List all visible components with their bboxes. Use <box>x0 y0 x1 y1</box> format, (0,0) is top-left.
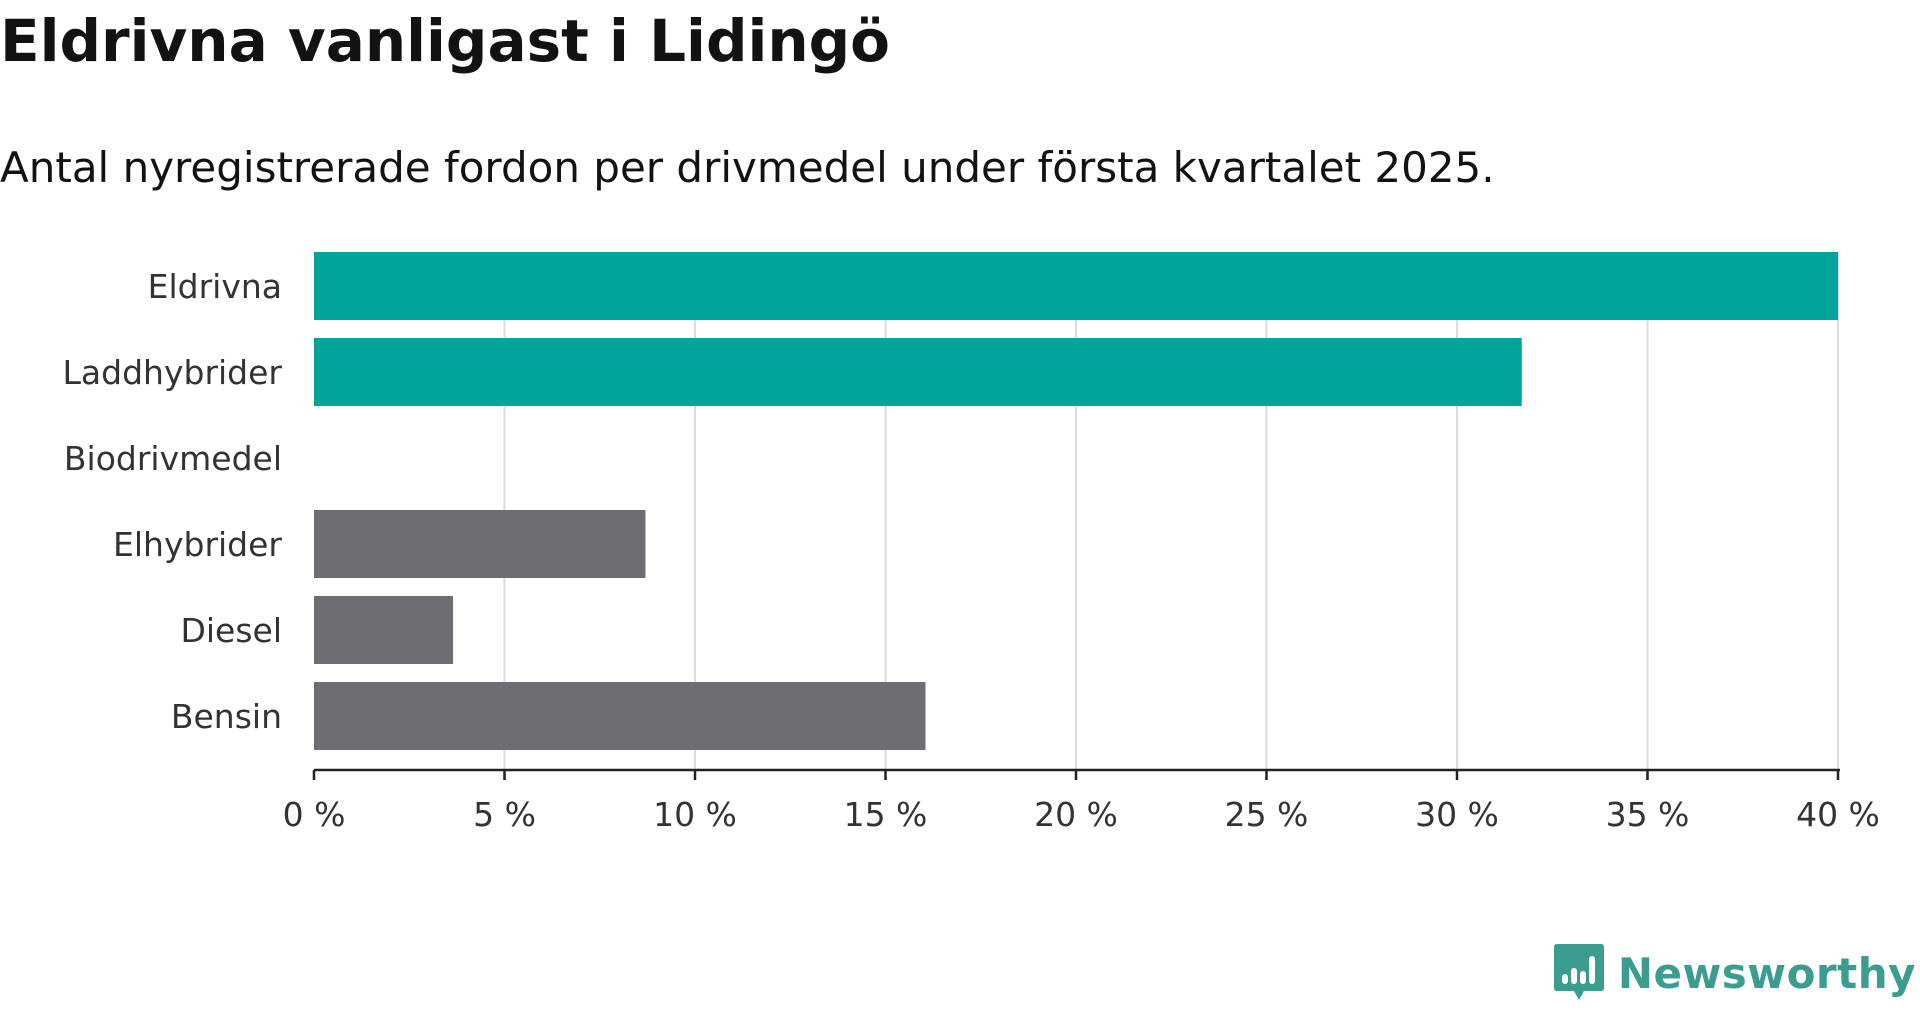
category-label: Laddhybrider <box>63 353 283 392</box>
brand-name: Newsworthy <box>1617 949 1916 998</box>
category-label: Bensin <box>171 697 282 736</box>
category-label: Elhybrider <box>113 525 282 564</box>
x-tick-label: 15 % <box>844 795 928 834</box>
chart-title: Eldrivna vanligast i Lidingö <box>0 7 890 75</box>
category-labels: Eldrivna Laddhybrider Biodrivmedel Elhybrid… <box>63 267 283 736</box>
newsworthy-logo-icon <box>1553 944 1604 1000</box>
brand: Newsworthy <box>1553 944 1916 1004</box>
x-tick-label: 10 % <box>653 795 737 834</box>
category-label: Biodrivmedel <box>64 439 282 478</box>
chart-subtitle: Antal nyregistrerade fordon per drivmede… <box>0 143 1495 192</box>
category-label: Eldrivna <box>148 267 282 306</box>
x-tick-label: 5 % <box>473 795 536 834</box>
x-tick-label: 20 % <box>1034 795 1118 834</box>
bar-laddhybrider <box>314 338 1522 406</box>
bar-elhybrider <box>314 510 646 578</box>
x-axis: 0 % 5 % 10 % 15 % 20 % 25 % 30 % 35 % 40 % <box>283 768 1880 834</box>
x-tick-label: 25 % <box>1225 795 1309 834</box>
bar-bensin <box>314 682 926 750</box>
bars <box>314 252 1838 750</box>
x-tick-label: 0 % <box>283 795 346 834</box>
x-tick-label: 30 % <box>1415 795 1499 834</box>
x-tick-label: 40 % <box>1796 795 1880 834</box>
x-tick-label: 35 % <box>1606 795 1690 834</box>
category-label: Diesel <box>180 611 282 650</box>
bar-diesel <box>314 596 454 664</box>
bar-eldrivna <box>314 252 1838 320</box>
